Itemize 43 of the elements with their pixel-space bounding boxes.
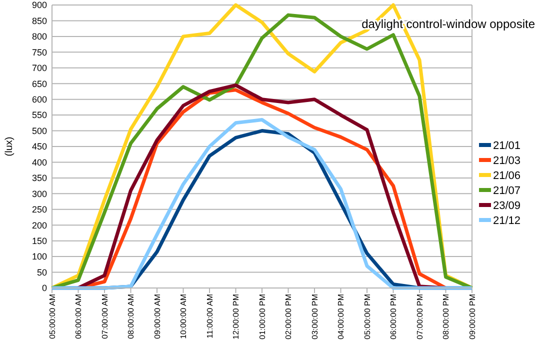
x-tick-label: 10:00:00 AM [179, 294, 188, 339]
x-tick-label: 01:00:00 PM [258, 294, 267, 340]
x-tick-label: 04:00:00 PM [336, 294, 346, 340]
y-tick-label: 350 [32, 173, 47, 184]
x-tick-label: 07:00:00 AM [100, 294, 110, 339]
legend-label: 21/03 [493, 154, 521, 167]
y-tick-label: 100 [32, 252, 47, 262]
y-tick-label: 850 [32, 16, 47, 26]
legend-label: 23/09 [493, 200, 521, 212]
x-tick-label: 11:00:00 AM [205, 294, 214, 338]
x-tick-label: 02:00:00 PM [284, 294, 294, 340]
x-tick-label: 06:00:00 AM [74, 294, 84, 339]
y-axis-title: (lux) [4, 136, 15, 156]
x-tick-label: 07:00:00 PM [415, 294, 424, 340]
x-tick-label: 12:00:00 PM [232, 294, 241, 340]
legend-label: 21/07 [493, 184, 521, 197]
x-tick-label: 06:00:00 PM [389, 294, 398, 340]
legend-label: 21/01 [493, 140, 521, 152]
y-tick-label: 450 [32, 142, 47, 152]
legend-label: 21/12 [493, 214, 521, 227]
y-tick-label: 400 [32, 157, 47, 168]
y-tick-label: 700 [32, 63, 47, 74]
y-tick-label: 50 [36, 267, 47, 278]
x-tick-label: 05:00:00 PM [362, 294, 372, 340]
y-tick-label: 150 [32, 236, 47, 246]
legend-label: 21/06 [493, 170, 521, 182]
y-tick-label: 750 [32, 47, 47, 58]
y-tick-label: 300 [32, 188, 47, 199]
y-tick-label: 650 [32, 78, 47, 89]
y-tick-label: 200 [32, 220, 47, 230]
y-tick-label: 0 [42, 283, 47, 294]
x-tick-label: 08:00:00 AM [126, 294, 136, 339]
x-tick-label: 09:00:00 PM [468, 294, 477, 340]
y-tick-label: 500 [32, 126, 47, 136]
y-tick-label: 250 [32, 204, 47, 215]
x-tick-label: 03:00:00 PM [310, 294, 320, 340]
y-tick-label: 550 [32, 110, 47, 120]
y-tick-label: 800 [32, 32, 47, 42]
x-tick-label: 09:00:00 AM [152, 294, 162, 339]
x-tick-label: 05:00:00 AM [48, 294, 57, 339]
x-tick-label: 08:00:00 PM [442, 294, 451, 340]
y-tick-label: 900 [32, 0, 47, 10]
y-tick-label: 600 [32, 94, 47, 104]
